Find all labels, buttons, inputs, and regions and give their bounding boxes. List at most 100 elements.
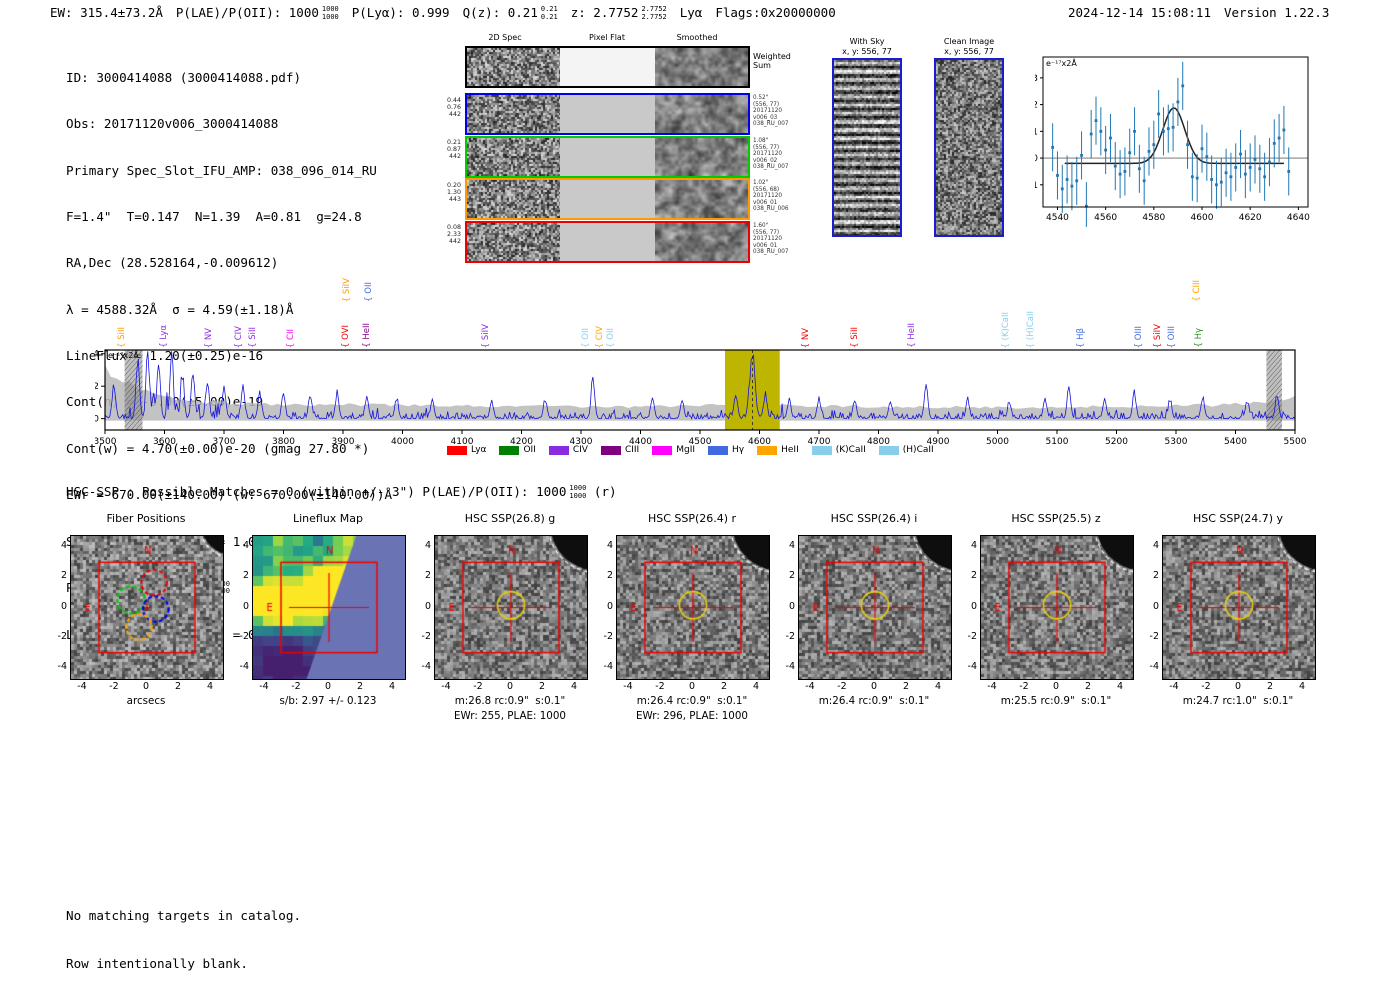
x-tick-label: 4 [752,681,760,692]
cutout-title: HSC SSP(26.4) i [830,512,918,525]
x-tick-label: -4 [623,681,633,692]
svg-text:4620: 4620 [1239,213,1262,223]
info-line-cont-w: Cont(w) = 4.70(±0.00)e-20 (gmag 27.80 *) [66,440,370,456]
info-line-seeing: F=1.4" T=0.147 N=1.39 A=0.81 g=24.8 [66,208,362,224]
legend-item: OII [499,445,536,455]
cutout-panel-lineflux-map: Lineflux Map s/b: 2.97 +/- 0.123 4 2 0 -2 -4… [240,512,406,727]
clean-image [934,58,1004,237]
y-tick-label: 0 [970,600,977,612]
y-tick-label: 0 [788,600,795,612]
x-tick-label: 2 [720,681,728,692]
with-sky-image [832,58,902,237]
svg-text:0: 0 [95,415,99,425]
cutout-title: HSC SSP(25.5) z [1011,512,1101,525]
svg-text:5300: 5300 [1165,437,1188,447]
cutout-panel-hsc-g: HSC SSP(26.8) g m:26.8 rc:0.9" s:0.1" EW… [422,512,588,727]
spec2d-smoothed-image [655,48,748,86]
legend-item: CIV [548,445,588,455]
spec2d-image [467,48,560,86]
spec2d-image [467,137,560,176]
x-tick-label: -2 [1019,681,1029,692]
spec2d-smoothed-image [655,137,748,176]
svg-text:3900: 3900 [332,437,355,447]
y-tick-label: 2 [60,570,67,582]
legend-swatch [878,445,899,455]
fiber3-weights: 0.20 1.30 443 [446,182,461,203]
legend-item: MgII [652,445,695,455]
svg-text:4560: 4560 [1094,213,1117,223]
svg-text:4900: 4900 [927,437,950,447]
flux-units-annotation: e⁻¹⁷x2Å [108,349,139,360]
x-tick-label: 4 [934,681,942,692]
svg-text:3: 3 [1035,74,1038,84]
legend-label: CIII [624,445,640,455]
legend-swatch [811,445,832,455]
y-tick-label: 4 [606,540,613,552]
y-tick-label: -2 [57,630,67,642]
y-tick-label: 4 [788,540,795,552]
hsc-r-image [616,535,770,680]
legend-label: HeII [781,445,799,455]
legend-item: Lyα [447,445,486,455]
pixelflat-cell [560,137,655,176]
emission-line-label: { OII [363,282,374,302]
pixelflat-cell [560,180,655,218]
qz-value: Q(z): 0.21 0.21 0.21 [462,5,558,21]
svg-text:3800: 3800 [272,437,295,447]
x-tick-label: 2 [356,681,364,692]
spec2d-smoothed-image [655,222,748,261]
spec2d-image [467,180,560,218]
x-tick-label: 0 [1052,681,1060,692]
legend-label: OII [523,445,536,455]
info-line-amp: Primary Spec_Slot_IFU_AMP: 038_096_014_R… [66,162,377,178]
x-tick-label: -4 [259,681,269,692]
ew-value: EW: 315.4±73.2Å [50,5,163,20]
y-tick-label: -2 [1149,630,1159,642]
y-tick-label: -2 [785,630,795,642]
svg-text:5400: 5400 [1224,437,1247,447]
y-tick-label: 2 [242,570,249,582]
cutout-title: HSC SSP(26.4) r [647,512,737,525]
legend-swatch [757,445,778,455]
footer-notes: No matching targets in catalog. Row inte… [66,876,301,988]
cutout-panel-fiber-positions: Fiber Positions arcsecs 4 2 0 -2 -4 -4 -2 0 2 4 [58,512,224,727]
svg-text:5200: 5200 [1105,437,1128,447]
svg-text:2: 2 [95,382,99,392]
svg-text:5000: 5000 [986,437,1009,447]
cutout-caption: s/b: 2.97 +/- 0.123 [279,695,377,707]
x-tick-label: 4 [388,681,396,692]
x-tick-label: 2 [1084,681,1092,692]
x-tick-label: -2 [655,681,665,692]
fiber4-weights: 0.08 2.33 442 [446,224,461,245]
legend-swatch [652,445,673,455]
y-tick-label: 4 [970,540,977,552]
legend-swatch [708,445,729,455]
hsc-z-image [980,535,1134,680]
legend-label: CIV [572,445,588,455]
spec2d-row-weighted [465,46,750,88]
cutout-caption: m:24.7 rc:1.0" s:0.1" [1182,695,1294,707]
col-header-2dspec: 2D Spec [488,33,522,42]
svg-text:4500: 4500 [689,437,712,447]
y-tick-label: 0 [606,600,613,612]
svg-text:4: 4 [95,350,99,360]
x-tick-label: 0 [506,681,514,692]
pixelflat-cell [560,95,655,133]
x-tick-label: 2 [902,681,910,692]
y-tick-label: -4 [421,660,431,672]
flux-units-annotation: e⁻¹⁷x2Å [1046,57,1077,68]
col-header-smoothed: Smoothed [676,33,718,42]
cutout-caption2: EWr: 255, PLAE: 1000 [454,710,566,722]
x-tick-label: -2 [837,681,847,692]
plae-poii-value: P(LAE)/P(OII): 1000 1000 1000 [175,5,339,21]
x-tick-label: -2 [291,681,301,692]
cutout-panel-hsc-i: HSC SSP(26.4) i m:26.4 rc:0.9" s:0.1" 4 2… [786,512,952,727]
spec2d-row-fiber4 [465,220,750,263]
svg-text:4600: 4600 [748,437,771,447]
legend-swatch [548,445,569,455]
y-tick-label: -4 [967,660,977,672]
legend-label: Hγ [732,445,745,455]
legend-item: Hγ [708,445,744,455]
info-line-ewr: EWr = 670.00(±140.00) (w: 670.00(±140.00… [66,487,393,503]
fiber1-weights: 0.44 0.76 442 [446,97,461,118]
